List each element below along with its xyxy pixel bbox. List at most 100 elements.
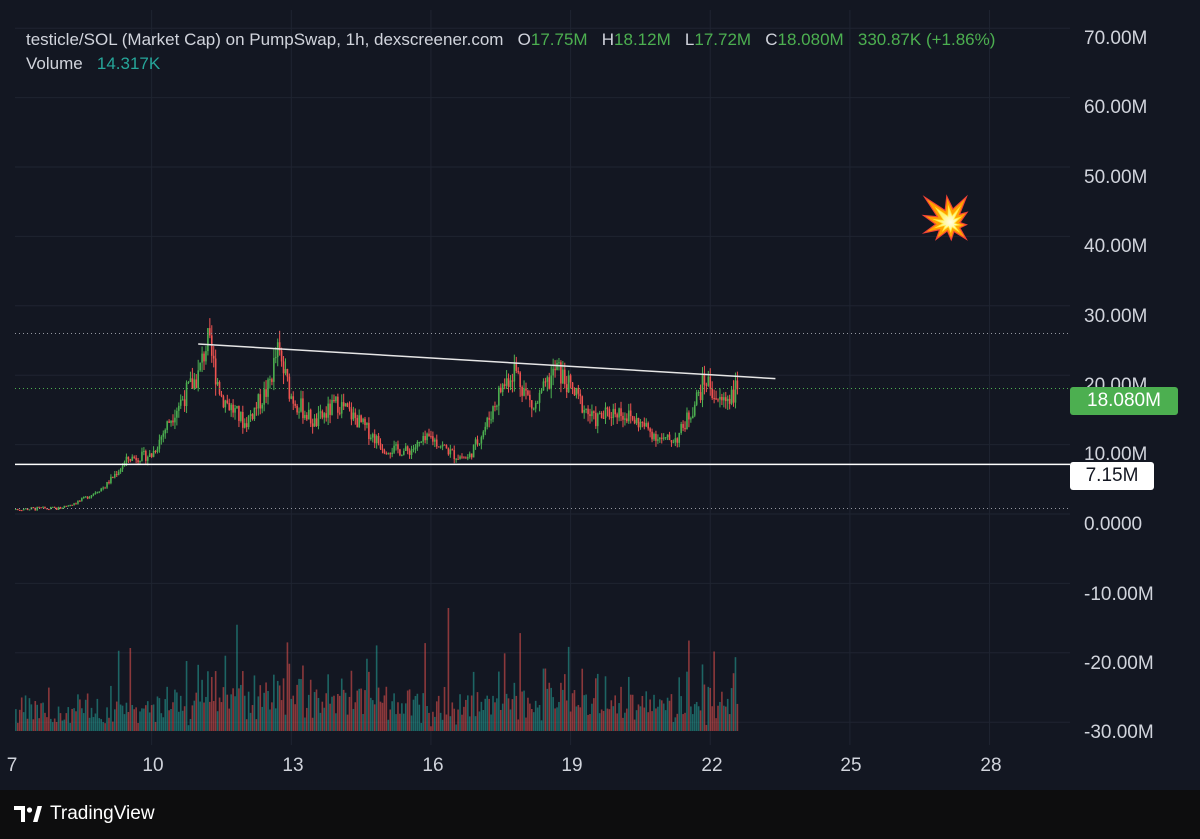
candle-body xyxy=(108,482,110,484)
volume-bar xyxy=(51,722,54,731)
volume-bar xyxy=(565,700,568,731)
candle-body xyxy=(641,421,644,423)
volume-bar xyxy=(534,700,537,731)
volume-bar xyxy=(468,716,471,731)
volume-bar xyxy=(63,719,66,731)
volume-bar xyxy=(676,713,679,731)
candle-body xyxy=(595,412,597,427)
volume-bar xyxy=(734,657,737,731)
volume-bar xyxy=(432,711,434,731)
candle-body xyxy=(257,394,260,409)
y-tick-label: 0.0000 xyxy=(1084,514,1143,535)
volume-bar xyxy=(197,664,199,731)
candle-body xyxy=(395,444,397,446)
candle-body xyxy=(337,396,339,413)
candle-body xyxy=(503,384,506,386)
volume-bar xyxy=(321,701,324,731)
candle-body xyxy=(304,414,306,419)
y-tick-label: 40.00M xyxy=(1084,236,1148,257)
candle-body xyxy=(657,439,659,441)
volume-bar xyxy=(145,705,147,731)
candle-body xyxy=(486,417,488,427)
volume-bar xyxy=(542,668,545,731)
volume-bar xyxy=(395,714,397,731)
volume-bar xyxy=(546,688,549,731)
volume-bar xyxy=(622,717,624,731)
volume-bar xyxy=(536,707,539,731)
high-value: 18.12M xyxy=(614,30,671,49)
volume-bar xyxy=(176,692,178,731)
candle-body xyxy=(501,384,504,393)
volume-bar xyxy=(563,674,566,731)
volume-bar xyxy=(340,678,343,731)
candle-body xyxy=(439,446,442,448)
candle-body xyxy=(476,439,479,444)
candle-body xyxy=(618,408,620,418)
candle-body xyxy=(482,431,485,438)
volume-bar xyxy=(79,699,81,731)
volume-bar xyxy=(333,695,335,731)
volume-bar xyxy=(608,709,611,731)
candle-body xyxy=(383,450,386,454)
x-tick-label: 7 xyxy=(6,755,18,776)
candle-body xyxy=(158,439,161,449)
candle-body xyxy=(536,402,539,404)
volume-bar xyxy=(463,706,465,731)
candle-body xyxy=(298,411,300,413)
candle-body xyxy=(364,418,366,426)
volume-bar xyxy=(713,651,715,731)
volume-bar xyxy=(420,722,423,731)
candle-body xyxy=(455,458,457,460)
volume-bar xyxy=(598,713,601,731)
candle-body xyxy=(125,456,128,463)
volume-bar xyxy=(414,696,417,731)
candle-body xyxy=(430,436,432,438)
candle-body xyxy=(420,441,423,443)
candle-body xyxy=(55,507,58,510)
candle-body xyxy=(346,403,349,407)
volume-bar xyxy=(48,687,50,731)
volume-bar xyxy=(350,670,353,731)
candle-body xyxy=(38,506,40,508)
candle-body xyxy=(513,363,516,382)
volume-value: 14.317K xyxy=(96,54,161,73)
volume-bar xyxy=(331,696,333,731)
volume-bar xyxy=(596,673,599,731)
volume-bar xyxy=(187,725,190,731)
horizontal-levels[interactable] xyxy=(15,333,1070,509)
chart-plot[interactable] xyxy=(15,10,1070,745)
volume-bar xyxy=(170,708,172,731)
volume-bar xyxy=(470,695,473,731)
volume-bar xyxy=(719,701,721,731)
volume-bar xyxy=(75,711,77,731)
candle-body xyxy=(435,439,438,447)
volume-bar xyxy=(404,703,407,731)
candle-body xyxy=(226,400,229,403)
volume-bar xyxy=(362,714,364,731)
volume-bar xyxy=(226,694,229,731)
candle-body xyxy=(201,353,203,363)
volume-bar xyxy=(354,702,357,731)
volume-bar xyxy=(449,716,452,731)
candle-body xyxy=(90,495,93,497)
candle-body xyxy=(148,453,151,457)
candle-body xyxy=(331,400,333,415)
candle-body xyxy=(519,372,521,387)
volume-bar xyxy=(323,707,326,731)
candle-body xyxy=(79,500,81,502)
candle-body xyxy=(728,398,731,404)
volume-bar xyxy=(42,702,44,731)
candle-body xyxy=(191,378,194,389)
x-tick-label: 10 xyxy=(142,755,164,776)
volume-bar xyxy=(232,688,234,731)
volume-bar xyxy=(736,703,739,731)
volume-bar xyxy=(207,671,209,731)
tradingview-brand[interactable]: TradingView xyxy=(14,800,155,828)
volume-bar xyxy=(538,705,541,731)
explosion-emoji: 💥 xyxy=(919,194,972,241)
volume-bar xyxy=(616,713,618,731)
trendline[interactable] xyxy=(198,343,776,380)
volume-bar xyxy=(467,695,469,731)
level-price-badge[interactable]: 7.15M xyxy=(1070,462,1154,490)
volume-bar xyxy=(556,707,558,731)
